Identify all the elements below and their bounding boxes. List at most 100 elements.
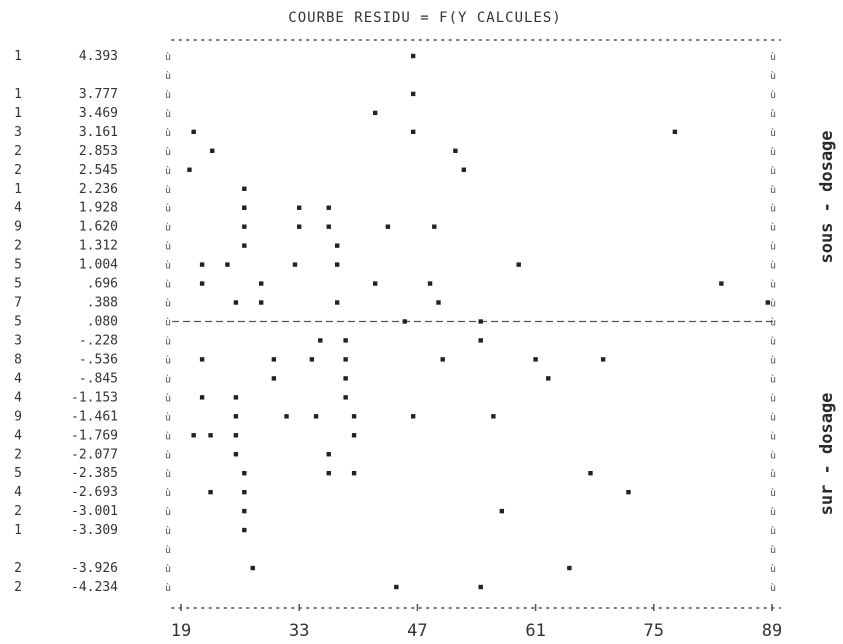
row-value: -.536 (79, 352, 118, 367)
data-point (453, 148, 458, 153)
right-edge-mark: ù (770, 165, 776, 177)
right-edge-mark: ù (770, 51, 776, 63)
data-point (199, 395, 205, 400)
row-value: -2.077 (71, 447, 118, 462)
data-point (250, 565, 255, 571)
left-edge-mark: ù (165, 411, 171, 423)
right-edge-mark: ù (770, 525, 776, 537)
data-point (225, 262, 230, 267)
data-point (546, 376, 551, 381)
left-edge-mark: ù (165, 51, 171, 63)
left-edge-mark: ù (165, 563, 171, 575)
data-point (719, 281, 724, 286)
data-point (491, 414, 496, 419)
row-value: -3.309 (71, 523, 118, 538)
right-edge-mark: ù (770, 222, 776, 234)
left-edge-mark: ù (165, 544, 171, 556)
row-count: 2 (14, 504, 22, 519)
data-point (516, 262, 521, 267)
left-edge-mark: ù (165, 354, 171, 366)
row-count: 7 (14, 296, 22, 311)
data-point (343, 376, 348, 381)
edge-marks: ù ùù ùù ùù ùù ùù ùù ùù ùù ùù ùù ùù ùù ùù ùù ùù ùù ùù ùù ùù ù… (165, 51, 776, 594)
data-point (436, 300, 441, 305)
data-point (440, 357, 445, 362)
row-value: 2.853 (79, 144, 118, 159)
data-point (343, 357, 348, 362)
data-point (402, 319, 407, 324)
data-point (242, 470, 247, 476)
data-point (334, 300, 340, 305)
row-value: -1.461 (71, 409, 118, 424)
data-point (326, 452, 331, 457)
data-point (478, 338, 483, 343)
right-edge-mark: ù (770, 260, 776, 272)
left-edge-mark: ù (165, 487, 171, 499)
data-point (242, 205, 247, 210)
row-value: 4.393 (79, 49, 118, 64)
left-edge-mark: ù (165, 184, 171, 196)
right-edge-mark: ù (770, 468, 776, 480)
data-point (499, 508, 505, 514)
upper-side-label: sous - dosage (817, 130, 837, 263)
left-edge-mark: ù (165, 146, 171, 158)
data-point (242, 527, 247, 533)
right-edge-mark: ù (770, 506, 776, 518)
row-count: 2 (14, 144, 22, 159)
data-point (313, 414, 319, 419)
data-point (191, 129, 196, 135)
right-edge-mark: ù (770, 411, 776, 423)
row-value: 2.236 (79, 182, 118, 197)
row-count: 9 (14, 409, 22, 424)
data-point (297, 205, 302, 210)
data-point (233, 300, 239, 305)
row-count: 4 (14, 428, 22, 443)
data-point (478, 584, 483, 590)
row-count: 2 (14, 447, 22, 462)
data-point (326, 470, 331, 476)
data-point (309, 357, 315, 362)
row-count: 4 (14, 390, 22, 405)
right-edge-mark: ù (770, 373, 776, 385)
row-count: 1 (14, 523, 22, 538)
right-edge-mark: ù (770, 146, 776, 158)
lower-side-label: sur - dosage (817, 393, 837, 516)
data-point (343, 395, 348, 400)
row-value: -4.234 (71, 580, 118, 595)
data-point (199, 262, 205, 267)
data-point (242, 489, 247, 495)
row-count: 4 (14, 371, 22, 386)
data-point (233, 433, 239, 438)
data-point (385, 224, 391, 229)
row-count: 3 (14, 333, 22, 348)
row-value: 3.777 (79, 87, 118, 102)
data-point (334, 243, 340, 248)
left-edge-mark: ù (165, 89, 171, 101)
data-point (427, 281, 433, 286)
row-value: 1.312 (79, 239, 118, 254)
data-point (259, 300, 264, 305)
row-count: 3 (14, 125, 22, 140)
row-value: 3.469 (79, 106, 118, 121)
data-point (533, 357, 538, 362)
left-edge-mark: ù (165, 317, 171, 329)
row-count: 2 (14, 580, 22, 595)
left-edge-mark: ù (165, 165, 171, 177)
row-value: -3.001 (71, 504, 118, 519)
data-point (292, 262, 298, 267)
left-edge-mark: ù (165, 127, 171, 139)
right-edge-mark: ù (770, 70, 776, 82)
left-edge-mark: ù (165, 222, 171, 234)
data-point (334, 262, 340, 267)
left-edge-mark: ù (165, 468, 171, 480)
chart-title: COURBE RESIDU = F(Y CALCULES) (288, 10, 561, 26)
data-point (284, 414, 289, 419)
data-point (351, 470, 357, 476)
left-edge-mark: ù (165, 506, 171, 518)
data-point (233, 452, 239, 457)
row-value: 1.620 (79, 220, 118, 235)
x-tick-label: 75 (644, 621, 664, 641)
row-value: -2.385 (71, 466, 118, 481)
left-edge-mark: ù (165, 582, 171, 594)
left-edge-mark: ù (165, 430, 171, 442)
